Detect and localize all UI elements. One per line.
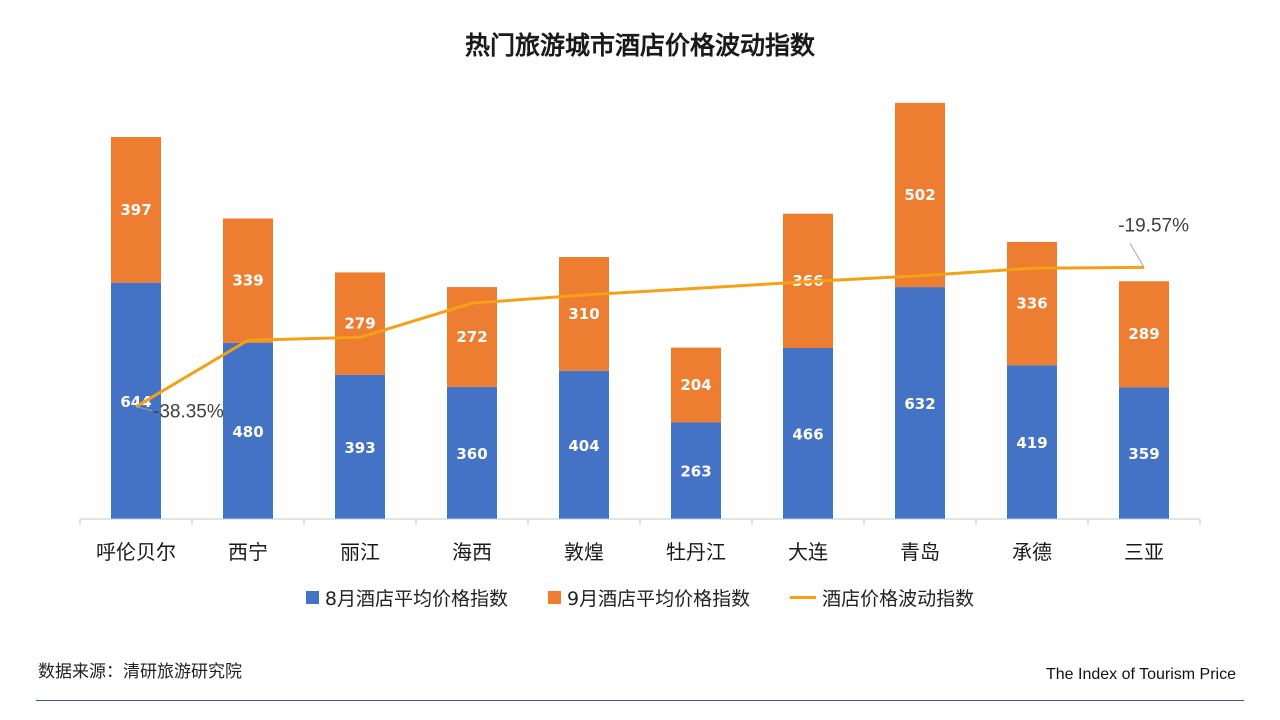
category-label: 呼伦贝尔 (96, 540, 176, 564)
data-label-sep: 397 (120, 201, 151, 219)
legend: 8月酒店平均价格指数 9月酒店平均价格指数 酒店价格波动指数 (0, 584, 1280, 611)
category-label: 青岛 (900, 540, 940, 564)
data-label-sep: 289 (1128, 325, 1159, 343)
fluctuation-label-first: -38.35% (153, 402, 224, 423)
legend-label-fluctuation: 酒店价格波动指数 (822, 588, 975, 610)
data-label-aug: 644 (120, 393, 151, 411)
data-label-aug: 263 (680, 463, 711, 481)
legend-label-sep: 9月酒店平均价格指数 (566, 588, 751, 610)
legend-swatch-sep (547, 591, 561, 604)
bar-aug (559, 370, 609, 519)
data-label-sep: 339 (232, 272, 263, 290)
data-label-sep: 279 (344, 315, 375, 333)
bar-aug (1007, 365, 1057, 519)
chart: 644 397 480 339 393 279 360 272 404 310 263 204 466 3… (79, 102, 1201, 564)
bar-aug (783, 347, 833, 519)
category-label: 大连 (788, 540, 828, 564)
data-label-aug: 359 (1128, 445, 1159, 463)
category-label: 西宁 (228, 540, 268, 564)
bar-sep (559, 256, 609, 371)
data-source: 数据来源：清研旅游研究院 (38, 662, 242, 682)
bar-aug (223, 342, 273, 519)
data-label-aug: 404 (568, 437, 599, 455)
bar-sep (223, 218, 273, 343)
chart-title: 热门旅游城市酒店价格波动指数 (464, 31, 815, 60)
bar-aug (335, 374, 385, 519)
category-label: 三亚 (1124, 540, 1164, 564)
data-label-sep: 272 (456, 328, 487, 346)
bar-aug (1119, 387, 1169, 519)
fluctuation-line (135, 265, 1145, 408)
category-label: 敦煌 (564, 540, 604, 564)
fluctuation-label-last: -19.57% (1118, 215, 1189, 236)
data-label-aug: 480 (232, 423, 263, 441)
bar-sep (671, 347, 721, 423)
legend-item-sep: 9月酒店平均价格指数 (547, 584, 751, 611)
bar-aug (111, 282, 161, 519)
legend-swatch-aug (305, 591, 319, 604)
bar-aug (671, 422, 721, 519)
bar-sep (1007, 241, 1057, 366)
data-label-aug: 632 (904, 395, 935, 413)
bar-sep (895, 102, 945, 288)
legend-swatch-fluctuation (790, 596, 817, 599)
data-label-sep: 502 (904, 186, 935, 204)
callout-leader (135, 406, 153, 412)
category-label: 海西 (452, 540, 492, 564)
callout-leader (1129, 243, 1145, 268)
category-label: 承德 (1012, 540, 1052, 564)
bar-aug (447, 386, 497, 519)
footer-divider (36, 700, 1244, 701)
category-label: 丽江 (340, 540, 380, 564)
bar-sep (1119, 281, 1169, 388)
data-label-sep: 310 (568, 305, 599, 323)
legend-item-aug: 8月酒店平均价格指数 (305, 584, 508, 611)
data-label-aug: 393 (344, 439, 375, 457)
data-label-sep: 204 (680, 376, 711, 394)
bar-aug (895, 287, 945, 519)
legend-label-aug: 8月酒店平均价格指数 (324, 588, 508, 610)
data-label-aug: 360 (456, 445, 487, 463)
category-label: 牡丹江 (666, 540, 726, 564)
bar-sep (111, 136, 161, 283)
brand-text: The Index of Tourism Price (1045, 666, 1236, 683)
data-label-aug: 419 (1016, 434, 1047, 452)
data-label-aug: 466 (792, 425, 823, 443)
data-label-sep: 336 (1016, 295, 1047, 313)
bar-sep (335, 272, 385, 375)
legend-item-fluctuation: 酒店价格波动指数 (790, 584, 974, 611)
